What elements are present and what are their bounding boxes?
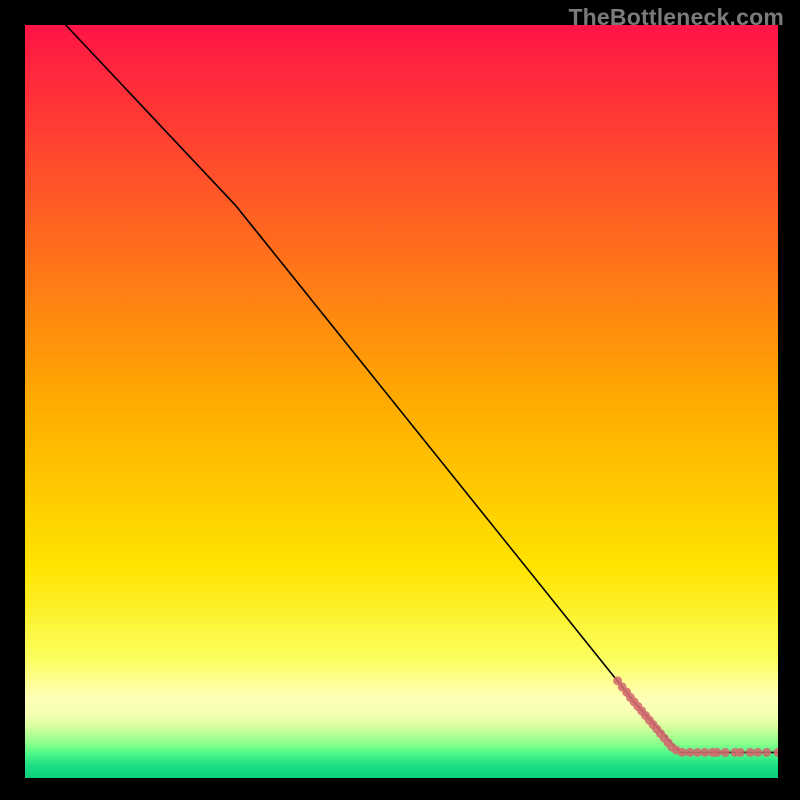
data-marker: [736, 748, 745, 757]
plot-area: [25, 25, 778, 778]
data-marker: [713, 748, 722, 757]
gradient-background: [25, 25, 778, 778]
data-marker: [721, 748, 730, 757]
data-marker: [762, 748, 771, 757]
chart-svg: [25, 25, 778, 778]
data-marker: [753, 748, 762, 757]
chart-stage: TheBottleneck.com: [0, 0, 800, 800]
